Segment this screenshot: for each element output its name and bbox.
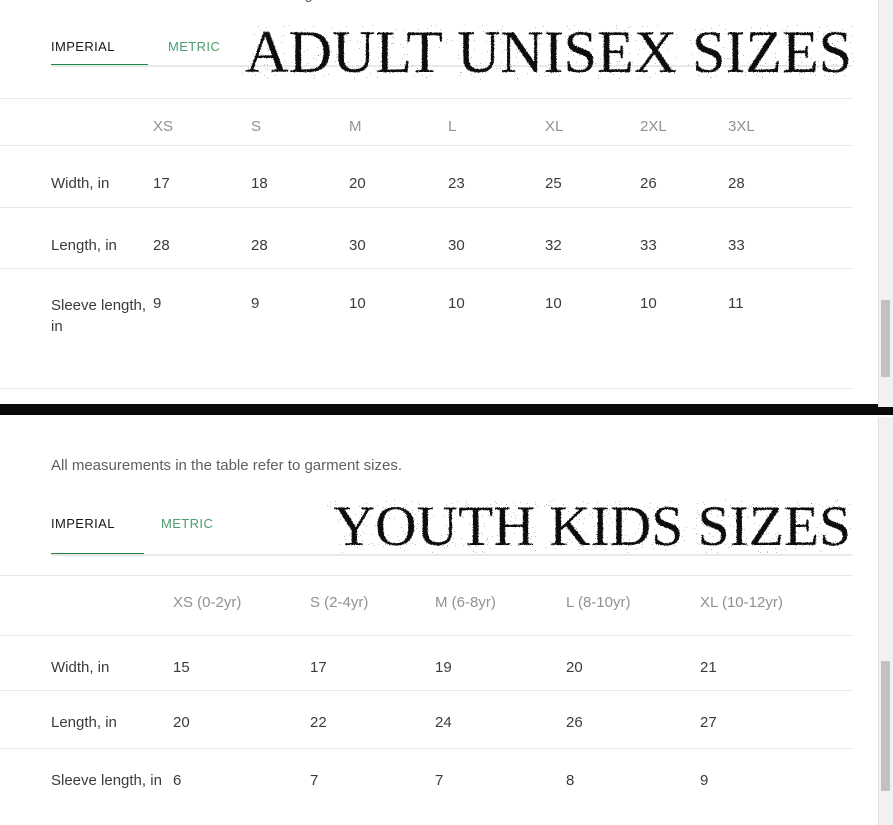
svg-text:ADULT UNISEX SIZES: ADULT UNISEX SIZES xyxy=(245,19,852,85)
svg-text:YOUTH KIDS SIZES: YOUTH KIDS SIZES xyxy=(334,495,852,558)
